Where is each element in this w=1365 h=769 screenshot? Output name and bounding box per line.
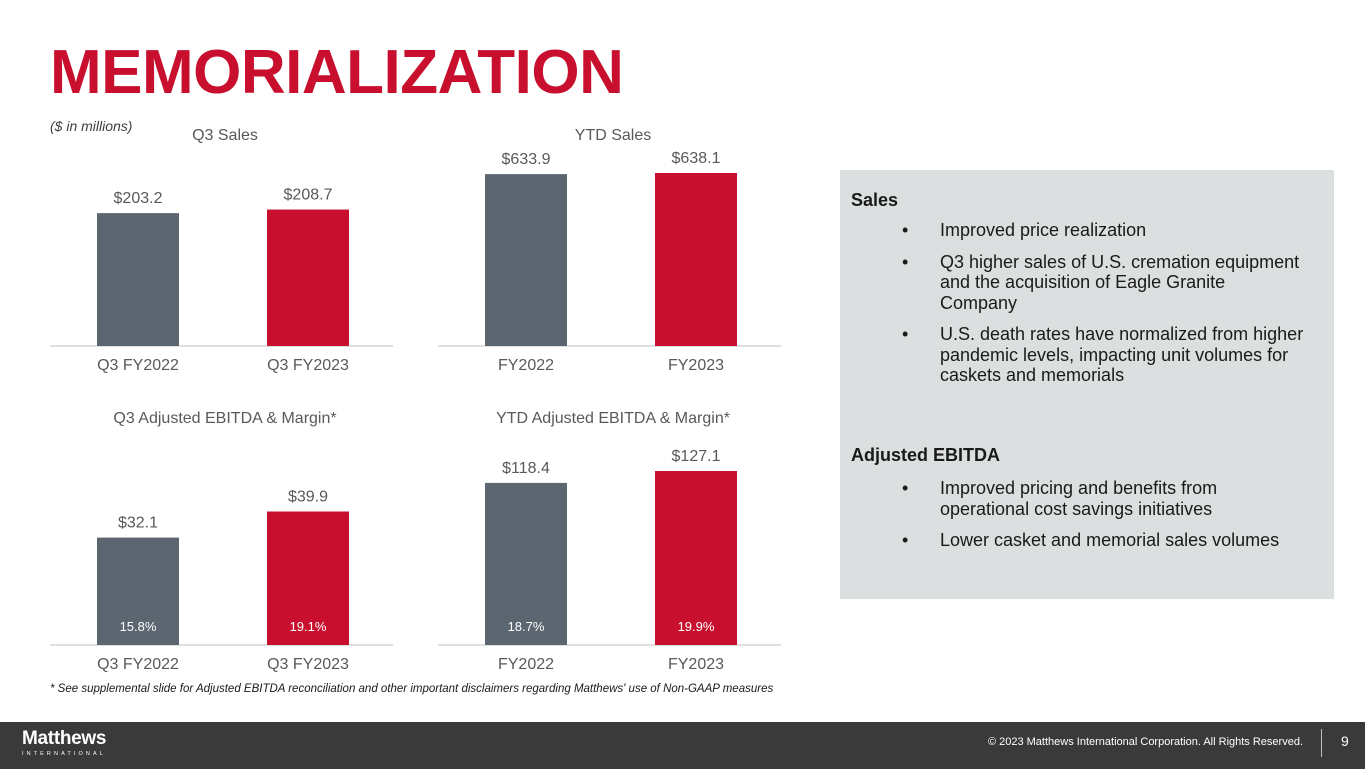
list-item: • Lower casket and memorial sales volumes	[902, 530, 1280, 550]
logo-wordmark: Matthews	[22, 728, 107, 749]
category-label: FY2022	[498, 656, 554, 673]
bar-fy2022	[485, 174, 567, 346]
chart-title: YTD Sales	[575, 127, 651, 144]
category-label: FY2022	[498, 357, 554, 374]
value-label: $638.1	[672, 150, 721, 167]
bar-fy2023	[655, 471, 737, 645]
sales-heading: Sales	[851, 190, 899, 210]
q3-adjusted-ebitda-chart: Q3 Adjusted EBITDA & Margin* $32.1 Q3 FY20…	[50, 401, 420, 681]
units-note: ($ in millions)	[50, 118, 133, 134]
logo-subtext: INTERNATIONAL	[22, 751, 106, 757]
margin-label: 19.1%	[290, 619, 327, 634]
margin-label: 19.9%	[678, 619, 715, 634]
footnote: * See supplemental slide for Adjusted EB…	[50, 683, 774, 695]
list-item: • Q3 higher sales of U.S. cremation equip…	[902, 251, 1300, 313]
bullet-icon: •	[902, 220, 909, 240]
bar-fy2022	[485, 482, 567, 645]
bar-q3-fy2022	[97, 537, 179, 645]
bar-q3-fy2023	[267, 511, 349, 645]
q3-sales-chart: Q3 Sales $203.2 Q3 FY2022 $208.7 Q3 FY2023	[50, 118, 420, 383]
bar-q3-fy2022	[97, 213, 179, 346]
ytd-sales-chart: YTD Sales $633.9 FY2022 $638.1 FY2023	[438, 118, 808, 383]
value-label: $32.1	[118, 515, 158, 532]
category-label: FY2023	[668, 656, 724, 673]
page-number: 9	[1341, 733, 1349, 749]
value-label: $633.9	[502, 151, 551, 168]
category-label: Q3 FY2023	[267, 656, 349, 673]
list-item: • U.S. death rates have normalized from h…	[902, 324, 1304, 385]
bar-fy2023	[655, 173, 737, 346]
value-label: $208.7	[284, 187, 333, 204]
ytd-adjusted-ebitda-chart: YTD Adjusted EBITDA & Margin* $118.4 FY202…	[438, 401, 808, 681]
footer-bar: Matthews INTERNATIONAL © 2023 Matthews I…	[0, 722, 1365, 769]
commentary-panel: Sales • Improved price realization • Q3 hi…	[840, 170, 1334, 599]
margin-label: 15.8%	[120, 619, 157, 634]
page-title: MEMORIALIZATION	[50, 38, 624, 107]
list-item: • Improved price realization	[902, 220, 1147, 240]
margin-label: 18.7%	[508, 619, 545, 634]
chart-title: YTD Adjusted EBITDA & Margin*	[496, 410, 730, 427]
sales-bullet-list: • Improved price realization • Q3 higher s…	[840, 220, 1334, 397]
category-label: FY2023	[668, 357, 724, 374]
value-label: $127.1	[672, 448, 721, 465]
bullet-icon: •	[902, 251, 909, 272]
value-label: $118.4	[502, 460, 550, 477]
value-label: $203.2	[114, 190, 163, 207]
ebitda-heading: Adjusted EBITDA	[851, 445, 1001, 465]
list-item: • Improved pricing and benefits from oper…	[902, 478, 1218, 519]
chart-title: Q3 Sales	[192, 127, 258, 144]
category-label: Q3 FY2023	[267, 357, 349, 374]
bar-q3-fy2023	[267, 209, 349, 346]
ebitda-bullet-list: • Improved pricing and benefits from oper…	[840, 478, 1334, 562]
matthews-logo: Matthews INTERNATIONAL	[22, 728, 106, 757]
copyright-notice: © 2023 Matthews International Corporatio…	[987, 736, 1303, 748]
category-label: Q3 FY2022	[97, 656, 179, 673]
footer-divider	[1321, 729, 1322, 757]
category-label: Q3 FY2022	[97, 357, 179, 374]
bullet-icon: •	[902, 324, 909, 344]
value-label: $39.9	[288, 488, 328, 505]
chart-title: Q3 Adjusted EBITDA & Margin*	[113, 410, 336, 427]
bullet-icon: •	[902, 530, 909, 550]
bullet-icon: •	[902, 478, 909, 498]
